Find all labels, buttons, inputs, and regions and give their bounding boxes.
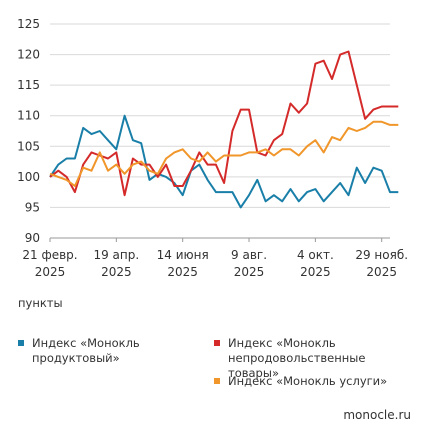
legend-swatch-produktovy	[18, 340, 24, 346]
x-tick-label: 4 окт.	[297, 248, 334, 262]
series-lines	[49, 50, 399, 209]
x-tick-year: 2025	[234, 265, 265, 279]
y-tick-label: 90	[25, 231, 40, 245]
x-tick-label: 21 февр.	[22, 248, 77, 262]
y-tick-label: 100	[17, 170, 40, 184]
x-tick-label: 19 апр.	[93, 248, 139, 262]
y-unit-label: пункты	[18, 296, 63, 310]
y-tick-label: 110	[17, 109, 40, 123]
legend-swatch-neprodovolstvennye	[214, 340, 220, 346]
x-tick-year: 2025	[35, 265, 66, 279]
y-axis-ticks: 90 95 100 105 110 115 120 125	[17, 17, 40, 245]
y-tick-label: 125	[17, 17, 40, 31]
y-tick-label: 115	[17, 78, 40, 92]
x-tick-year: 2025	[167, 265, 198, 279]
x-tick-label: 29 нояб.	[355, 248, 408, 262]
legend-label-produktovy: Индекс «Монокль продуктовый»	[32, 336, 140, 365]
series-line-0	[49, 114, 399, 209]
series-line-2	[49, 120, 399, 187]
legend-item-produktovy: Индекс «Монокль продуктовый»	[18, 336, 198, 366]
y-tick-label: 120	[17, 48, 40, 62]
x-tick-year: 2025	[101, 265, 132, 279]
legend-item-uslugi: Индекс «Монокль услуги»	[214, 374, 414, 389]
legend-item-neprodovolstvennye: Индекс «Монокль непродовольственные това…	[214, 336, 390, 381]
x-tick-year: 2025	[366, 265, 397, 279]
x-tick-label: 14 июня	[157, 248, 209, 262]
legend-swatch-uslugi	[214, 378, 220, 384]
legend-label-uslugi: Индекс «Монокль услуги»	[228, 374, 388, 388]
gridlines	[50, 23, 390, 239]
x-axis-ticks: 21 февр. 2025 19 апр. 2025 14 июня 2025 9 авг.…	[22, 238, 408, 279]
y-tick-label: 95	[25, 200, 40, 214]
x-tick-year: 2025	[300, 265, 331, 279]
x-tick-label: 9 авг.	[231, 248, 267, 262]
line-chart: 90 95 100 105 110 115 120 125 21 февр. 2025 19 ап…	[17, 17, 408, 279]
y-tick-label: 105	[17, 139, 40, 153]
series-line-1	[49, 50, 399, 197]
legend-label-neprodovolstvennye: Индекс «Монокль непродовольственные това…	[228, 336, 366, 380]
source-label: monocle.ru	[343, 408, 411, 422]
